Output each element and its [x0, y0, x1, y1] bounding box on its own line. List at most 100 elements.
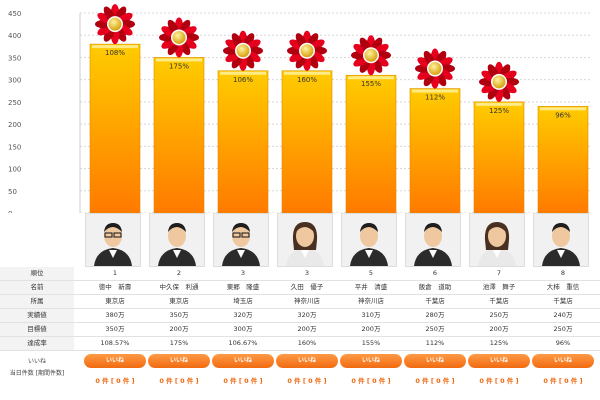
table-cell: 徳中 新壽: [98, 283, 132, 291]
table-cell: 300万: [233, 325, 253, 333]
table-cell: 7: [496, 269, 502, 277]
person-avatar-icon: [150, 214, 204, 266]
bar-rate-label: 108%: [105, 49, 125, 57]
bar-highlight: [348, 76, 394, 80]
table-cell: 池澤 舞子: [482, 283, 516, 291]
person-avatar-icon: [214, 214, 268, 266]
row-header: 達成率: [0, 337, 74, 350]
like-button[interactable]: いいね: [340, 354, 402, 368]
bar: [345, 74, 397, 213]
y-tick-label: 200: [8, 121, 21, 129]
row-header: 目標値: [0, 323, 74, 336]
award-flower-icon: [223, 30, 263, 71]
target-row: 目標値 350万 200万 300万 200万 200万 250万 200万 250万: [0, 323, 600, 337]
award-flower-icon: [287, 30, 327, 71]
bar-highlight: [156, 58, 202, 62]
person-avatar-icon: [534, 214, 588, 266]
table-cell: 240万: [553, 311, 573, 319]
table-cell: 千葉店: [553, 297, 573, 305]
actual-row: 実績値 380万 350万 320万 320万 310万 280万 250万 240万: [0, 309, 600, 323]
flower-center: [300, 44, 314, 58]
employee-photo: [85, 213, 141, 267]
award-flower-icon: [415, 48, 455, 89]
like-button[interactable]: いいね: [212, 354, 274, 368]
y-tick-label: 50: [8, 188, 17, 196]
table-cell: 1: [112, 269, 118, 277]
like-button[interactable]: いいね: [532, 354, 594, 368]
table-cell: 155%: [361, 339, 381, 347]
person-avatar-icon: [278, 214, 332, 266]
table-cell: 3: [240, 269, 246, 277]
like-count: 0 件 [ 0 件 ]: [479, 377, 519, 385]
table-cell: 320万: [297, 311, 317, 319]
like-label: いいね: [27, 358, 46, 365]
like-count: 0 件 [ 0 件 ]: [351, 377, 391, 385]
table-cell: 飯倉 道助: [418, 283, 452, 291]
row-header: 所属: [0, 295, 74, 308]
bar-highlight: [284, 71, 330, 75]
flower-center: [236, 44, 250, 58]
table-cell: 320万: [233, 311, 253, 319]
like-button[interactable]: いいね: [84, 354, 146, 368]
table-cell: 106.67%: [228, 339, 258, 347]
table-cell: 250万: [489, 311, 509, 319]
employee-photo: [341, 213, 397, 267]
table-cell: 千葉店: [489, 297, 509, 305]
employee-photo: [277, 213, 333, 267]
y-tick-label: 150: [8, 143, 21, 151]
bar-rate-label: 112%: [425, 94, 445, 102]
table-cell: 250万: [553, 325, 573, 333]
like-button[interactable]: いいね: [468, 354, 530, 368]
row-header: 順位: [0, 267, 74, 280]
table-cell: 平井 清盛: [354, 283, 388, 291]
like-button[interactable]: いいね: [148, 354, 210, 368]
like-count: 0 件 [ 0 件 ]: [223, 377, 263, 385]
table-cell: 200万: [297, 325, 317, 333]
person-avatar-icon: [470, 214, 524, 266]
affiliation-row: 所属 東京店 東京店 埼玉店 神奈川店 神奈川店 千葉店 千葉店 千葉店: [0, 295, 600, 309]
table-cell: 350万: [105, 325, 125, 333]
person-avatar-icon: [86, 214, 140, 266]
award-flower-icon: [479, 61, 519, 102]
table-cell: 200万: [169, 325, 189, 333]
table-cell: 250万: [425, 325, 445, 333]
like-count: 0 件 [ 0 件 ]: [415, 377, 455, 385]
rank-row: 順位 1 2 3 3 5 6 7 8: [0, 267, 600, 281]
table-cell: 神奈川店: [294, 297, 320, 305]
employee-photo: [533, 213, 589, 267]
flower-center: [172, 30, 186, 44]
bar-highlight: [476, 102, 522, 106]
employee-photo: [405, 213, 461, 267]
award-flower-icon: [351, 35, 391, 76]
bar-rate-label: 125%: [489, 107, 509, 115]
row-header: 実績値: [0, 309, 74, 322]
y-tick-label: 100: [8, 166, 21, 174]
employee-photo: [469, 213, 525, 267]
bar: [537, 106, 589, 213]
bar-rate-label: 106%: [233, 76, 253, 84]
award-flower-icon: [159, 17, 199, 58]
today-count-label: 当日件数 [期間件数]: [9, 370, 65, 377]
bar: [217, 70, 269, 213]
table-cell: 350万: [169, 311, 189, 319]
employee-photo: [213, 213, 269, 267]
y-tick-label: 450: [8, 10, 21, 18]
award-flower-icon: [95, 4, 135, 45]
y-tick-label: 250: [8, 99, 21, 107]
row-header: 名前: [0, 281, 74, 294]
table-cell: 3: [304, 269, 310, 277]
bar-rate-label: 96%: [555, 111, 571, 119]
like-button[interactable]: いいね: [404, 354, 466, 368]
y-tick-label: 350: [8, 54, 21, 62]
bar: [89, 43, 141, 213]
table-cell: 5: [368, 269, 374, 277]
like-button[interactable]: いいね: [276, 354, 338, 368]
bar-highlight: [220, 71, 266, 75]
y-tick-label: 0: [8, 210, 12, 213]
flower-center: [364, 48, 378, 62]
y-tick-label: 400: [8, 32, 21, 40]
bar-highlight: [412, 89, 458, 93]
table-cell: 125%: [489, 339, 509, 347]
bar: [153, 57, 205, 213]
table-cell: 380万: [105, 311, 125, 319]
